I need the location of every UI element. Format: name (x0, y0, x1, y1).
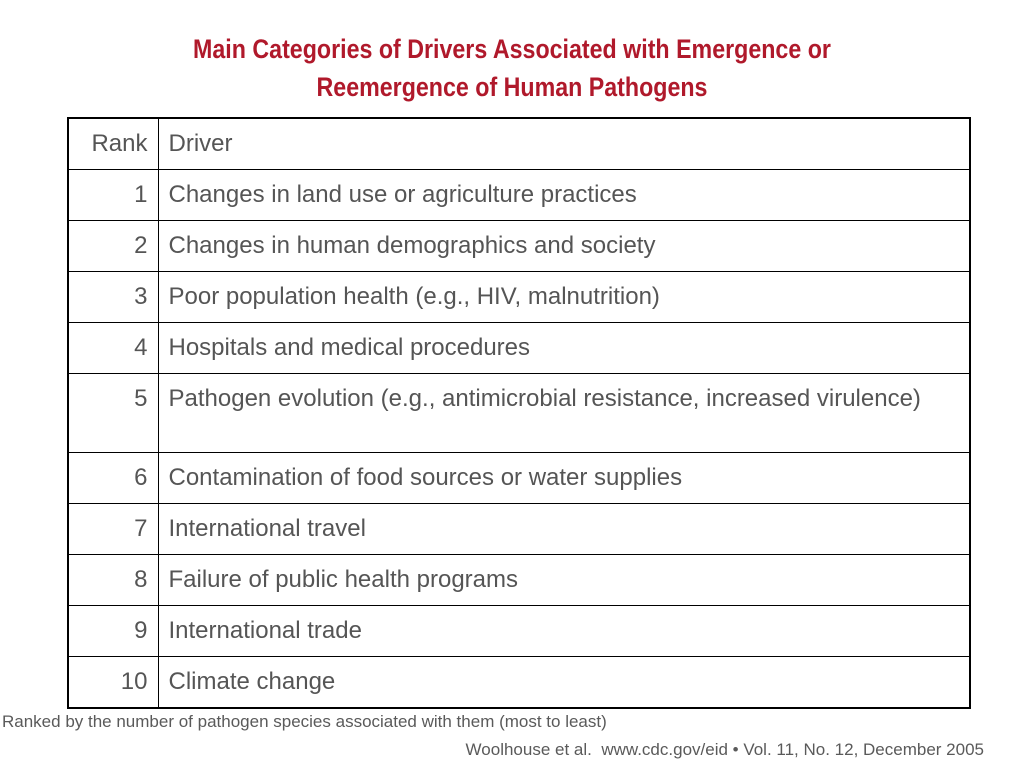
driver-column-header: Driver (157, 117, 971, 170)
rank-cell: 10 (67, 656, 159, 709)
table-row: 2 Changes in human demographics and soci… (67, 220, 971, 272)
page-title: Main Categories of Drivers Associated wi… (72, 30, 953, 106)
table-row: 7 International travel (67, 503, 971, 555)
driver-cell: Contamination of food sources or water s… (157, 452, 971, 504)
rank-cell: 6 (67, 452, 159, 504)
driver-cell: Pathogen evolution (e.g., antimicrobial … (157, 373, 971, 453)
rank-cell: 4 (67, 322, 159, 374)
table-row: 3 Poor population health (e.g., HIV, mal… (67, 271, 971, 323)
driver-cell: Poor population health (e.g., HIV, malnu… (157, 271, 971, 323)
table-row: 8 Failure of public health programs (67, 554, 971, 606)
rank-column-header: Rank (67, 117, 159, 170)
table-row: 10 Climate change (67, 656, 971, 709)
table-row: 9 International trade (67, 605, 971, 657)
table-header-row: Rank Driver (67, 117, 971, 170)
rank-cell: 1 (67, 169, 159, 221)
driver-cell: International trade (157, 605, 971, 657)
title-line-2: Reemergence of Human Pathogens (316, 72, 708, 102)
driver-cell: Changes in land use or agriculture pract… (157, 169, 971, 221)
driver-cell: International travel (157, 503, 971, 555)
table-row: 1 Changes in land use or agriculture pra… (67, 169, 971, 221)
driver-cell: Failure of public health programs (157, 554, 971, 606)
rank-cell: 7 (67, 503, 159, 555)
title-line-1: Main Categories of Drivers Associated wi… (193, 34, 831, 64)
table-row: 4 Hospitals and medical procedures (67, 322, 971, 374)
table-row: 5 Pathogen evolution (e.g., antimicrobia… (67, 373, 971, 453)
drivers-table: Rank Driver 1 Changes in land use or agr… (67, 117, 971, 709)
footnote: Ranked by the number of pathogen species… (2, 712, 607, 731)
citation: Woolhouse et al. www.cdc.gov/eid • Vol. … (465, 740, 984, 759)
rank-cell: 3 (67, 271, 159, 323)
rank-cell: 8 (67, 554, 159, 606)
driver-cell: Hospitals and medical procedures (157, 322, 971, 374)
rank-cell: 9 (67, 605, 159, 657)
rank-cell: 5 (67, 373, 159, 453)
table-row: 6 Contamination of food sources or water… (67, 452, 971, 504)
driver-cell: Climate change (157, 656, 971, 709)
driver-cell: Changes in human demographics and societ… (157, 220, 971, 272)
rank-cell: 2 (67, 220, 159, 272)
